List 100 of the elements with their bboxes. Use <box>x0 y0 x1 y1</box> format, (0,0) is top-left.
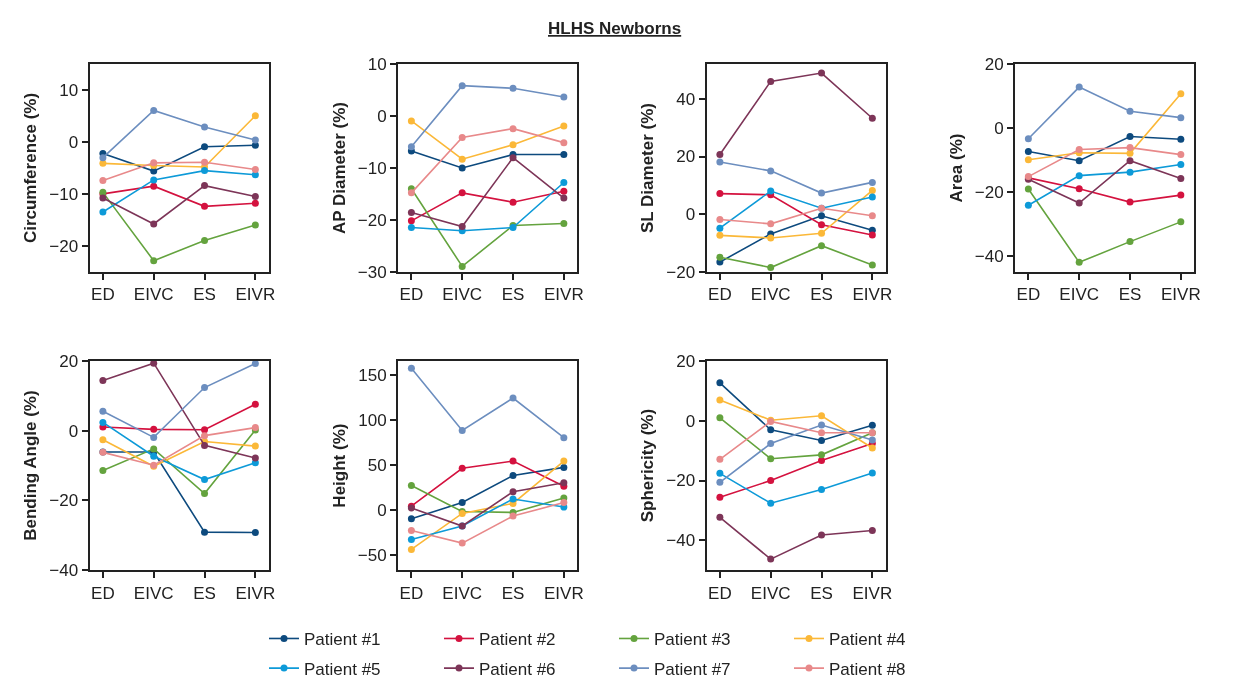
point <box>407 224 415 232</box>
y-tick-label: −20 <box>49 491 79 511</box>
point <box>251 192 259 200</box>
y-tick-label: −40 <box>974 246 1004 266</box>
point <box>716 469 724 477</box>
point <box>99 466 107 474</box>
point <box>150 425 158 433</box>
y-tick-label: 100 <box>358 410 387 430</box>
x-tick-label: ES <box>501 284 525 304</box>
point <box>99 194 107 202</box>
point <box>201 158 209 166</box>
legend-label: Patient #5 <box>304 659 381 679</box>
point <box>868 469 876 477</box>
point <box>201 528 209 536</box>
point <box>868 114 876 122</box>
x-tick-label: ED <box>1016 284 1041 304</box>
point <box>509 394 517 402</box>
point <box>818 531 826 539</box>
y-tick-label: 150 <box>358 365 387 385</box>
point <box>1075 172 1083 180</box>
point <box>150 182 158 190</box>
y-tick-label: 40 <box>676 89 696 109</box>
point <box>1126 107 1134 115</box>
point <box>767 234 775 242</box>
point <box>1177 218 1185 226</box>
point <box>509 84 517 92</box>
point <box>99 436 107 444</box>
point <box>99 407 107 415</box>
y-tick-label: 0 <box>68 133 79 153</box>
point <box>767 167 775 175</box>
y-axis-title: SL Diameter (%) <box>638 102 658 234</box>
x-tick-label: EIVR <box>852 583 893 603</box>
point <box>560 463 568 471</box>
y-tick-label: 0 <box>377 500 387 520</box>
point <box>458 189 466 197</box>
point <box>407 481 415 489</box>
point <box>201 432 209 440</box>
point <box>407 536 415 544</box>
point <box>407 143 415 151</box>
x-tick-label: ED <box>91 583 115 603</box>
point <box>150 167 158 175</box>
point <box>716 396 724 404</box>
point <box>150 452 158 460</box>
point <box>818 412 826 420</box>
x-tick-label: EIVR <box>544 284 584 304</box>
point <box>201 182 209 190</box>
point <box>560 139 568 147</box>
point <box>509 488 517 496</box>
point <box>1075 258 1083 266</box>
point <box>251 360 259 367</box>
y-tick-label: −40 <box>49 561 79 581</box>
point <box>251 221 259 229</box>
point <box>407 515 415 523</box>
y-axis-title: Circumference (%) <box>21 92 41 244</box>
legend-label: Patient #4 <box>829 630 906 650</box>
point <box>150 176 158 184</box>
point <box>458 133 466 141</box>
point <box>99 418 107 426</box>
point <box>868 231 876 239</box>
point <box>407 217 415 225</box>
point <box>767 264 775 272</box>
point <box>99 176 107 184</box>
x-tick-label: EIVC <box>750 284 791 304</box>
point <box>716 478 724 486</box>
y-tick-label: 10 <box>367 55 387 75</box>
point <box>716 231 724 239</box>
point <box>767 455 775 463</box>
x-tick-label: EIVC <box>133 284 174 304</box>
point <box>716 158 724 166</box>
point <box>1024 147 1032 155</box>
point <box>458 464 466 472</box>
point <box>201 489 209 497</box>
point <box>201 123 209 131</box>
point <box>150 433 158 441</box>
legend-label: Patient #6 <box>479 659 556 679</box>
point <box>251 442 259 450</box>
point <box>716 414 724 422</box>
y-tick-label: 50 <box>367 455 387 475</box>
point <box>1177 151 1185 159</box>
x-tick-label: EIVR <box>852 284 893 304</box>
point <box>1075 83 1083 91</box>
point <box>509 141 517 149</box>
y-tick-label: −20 <box>357 210 387 230</box>
x-tick-label: ES <box>810 284 833 304</box>
x-tick-label: EIVC <box>442 583 483 603</box>
point <box>1126 157 1134 165</box>
legend-label: Patient #7 <box>654 659 731 679</box>
x-tick-label: EIVR <box>1160 284 1201 304</box>
legend-label: Patient #3 <box>654 630 731 650</box>
point <box>458 262 466 270</box>
point <box>407 545 415 553</box>
point <box>767 440 775 447</box>
point <box>201 202 209 210</box>
point <box>1177 161 1185 168</box>
y-tick-label: 10 <box>59 81 79 101</box>
point <box>818 69 826 77</box>
point <box>818 457 826 465</box>
point <box>818 242 826 250</box>
x-tick-label: ED <box>399 583 424 603</box>
x-tick-label: ED <box>399 284 424 304</box>
